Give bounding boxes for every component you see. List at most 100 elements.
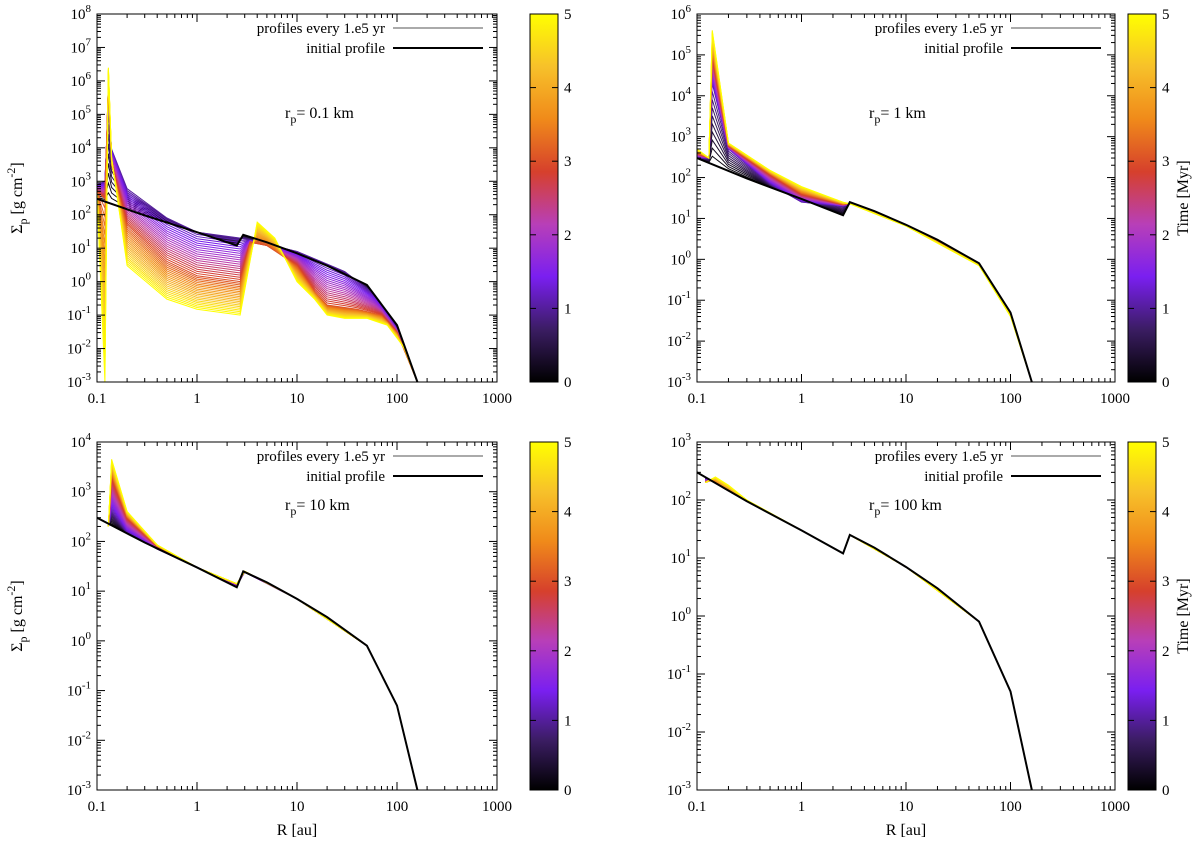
colorbar-tick-label: 3 bbox=[564, 154, 572, 170]
y-tick-exponent: 5 bbox=[86, 103, 92, 115]
panel-bottom-left: 0.1 1 10 100 100010-310-210-1100101102103104… bbox=[4, 431, 572, 839]
profile-line bbox=[697, 44, 1033, 382]
y-tick-label: 108 bbox=[71, 3, 92, 23]
y-tick-mantissa: 10 bbox=[71, 435, 86, 451]
y-label-close: ] bbox=[9, 580, 26, 585]
profile-line bbox=[697, 41, 1033, 382]
profile-line bbox=[107, 473, 418, 790]
legend-label: initial profile bbox=[306, 469, 385, 485]
profile-line bbox=[705, 480, 1033, 790]
y-tick-exponent: 3 bbox=[686, 126, 692, 138]
y-tick-mantissa: 10 bbox=[71, 534, 86, 550]
profile-line bbox=[107, 476, 418, 790]
y-tick-exponent: -3 bbox=[682, 779, 692, 791]
profile-line bbox=[97, 67, 418, 382]
y-tick-label: 10-3 bbox=[67, 779, 92, 799]
profile-line bbox=[705, 479, 1033, 790]
legend-label: profiles every 1.e5 yr bbox=[875, 21, 1003, 37]
y-tick-mantissa: 10 bbox=[67, 375, 82, 391]
profile-line bbox=[705, 478, 1033, 790]
profile-line bbox=[107, 465, 418, 790]
y-tick-mantissa: 10 bbox=[71, 141, 86, 157]
y-tick-mantissa: 10 bbox=[71, 584, 86, 600]
annotation-symbol: r bbox=[285, 105, 291, 122]
profile-line bbox=[697, 147, 1033, 382]
y-tick-mantissa: 10 bbox=[67, 733, 82, 749]
y-tick-label: 107 bbox=[71, 36, 92, 56]
profile-line bbox=[97, 153, 418, 382]
y-tick-label: 106 bbox=[671, 3, 692, 23]
y-tick-mantissa: 10 bbox=[671, 89, 686, 105]
x-tick-label: 1 bbox=[798, 391, 806, 407]
profile-line bbox=[697, 60, 1033, 382]
profile-line bbox=[697, 48, 1033, 382]
profile-line bbox=[107, 466, 418, 790]
profile-line bbox=[697, 67, 1033, 382]
y-label-subscript: p bbox=[16, 636, 30, 642]
y-tick-label: 10-2 bbox=[667, 721, 691, 741]
colorbar: 0 1 2 3 4 5 Time [Myr] bbox=[1127, 7, 1192, 391]
profile-line bbox=[705, 479, 1033, 790]
colorbar-bar bbox=[1127, 13, 1157, 383]
y-tick-exponent: 8 bbox=[86, 3, 92, 15]
profile-line bbox=[697, 30, 1033, 382]
profile-line bbox=[705, 479, 1033, 790]
profile-line bbox=[697, 64, 1033, 382]
profile-line bbox=[107, 508, 418, 790]
profile-line bbox=[705, 477, 1033, 790]
profile-line bbox=[697, 81, 1033, 382]
x-tick-label: 1 bbox=[798, 799, 806, 815]
profile-line bbox=[705, 477, 1033, 790]
y-label-unit: [g cm bbox=[9, 595, 26, 636]
y-tick-label: 10-3 bbox=[67, 371, 92, 391]
profile-line bbox=[107, 510, 418, 790]
x-tick-label: 100 bbox=[386, 799, 409, 815]
profile-line bbox=[705, 479, 1033, 790]
y-tick-exponent: 4 bbox=[86, 431, 92, 443]
y-tick-label: 10-1 bbox=[667, 289, 691, 309]
y-tick-exponent: -1 bbox=[682, 289, 691, 301]
y-tick-mantissa: 10 bbox=[667, 783, 682, 799]
profile-line bbox=[705, 479, 1033, 790]
profile-line bbox=[697, 59, 1033, 382]
profile-line bbox=[705, 476, 1033, 790]
colorbar-tick-label: 5 bbox=[1162, 7, 1170, 23]
colorbar-tick-label: 4 bbox=[564, 505, 572, 521]
profile-line bbox=[697, 71, 1033, 382]
x-tick-label: 1000 bbox=[482, 391, 512, 407]
radius-annotation: rp= 1 km bbox=[869, 105, 926, 126]
profile-line bbox=[697, 99, 1033, 382]
profile-line bbox=[107, 475, 418, 790]
profile-line bbox=[107, 480, 418, 790]
y-tick-exponent: -2 bbox=[682, 330, 691, 342]
plot-area bbox=[697, 471, 1033, 790]
panel-top-right: 0.1 1 10 100 100010-310-210-1100101102103104… bbox=[667, 3, 1192, 407]
y-tick-exponent: 2 bbox=[86, 204, 92, 216]
initial-profile-line bbox=[97, 197, 419, 382]
colorbar-tick-label: 1 bbox=[564, 713, 572, 729]
y-tick-mantissa: 10 bbox=[71, 275, 86, 291]
y-tick-mantissa: 10 bbox=[71, 40, 86, 56]
colorbar-tick-label: 0 bbox=[564, 375, 572, 391]
x-tick-label: 0.1 bbox=[88, 799, 107, 815]
annotation-subscript: p bbox=[874, 504, 880, 518]
legend-label: initial profile bbox=[924, 41, 1003, 57]
x-tick-label: 100 bbox=[999, 391, 1022, 407]
y-tick-label: 10-3 bbox=[667, 779, 692, 799]
y-tick-mantissa: 10 bbox=[71, 7, 86, 23]
colorbar-bar bbox=[529, 13, 559, 383]
x-tick-label: 100 bbox=[999, 799, 1022, 815]
profile-line bbox=[697, 43, 1033, 382]
profile-line bbox=[697, 66, 1033, 382]
y-tick-label: 102 bbox=[71, 204, 92, 224]
y-tick-label: 101 bbox=[71, 580, 92, 600]
colorbar-label: Time [Myr] bbox=[1175, 578, 1192, 653]
profile-line bbox=[705, 478, 1033, 790]
y-tick-label: 104 bbox=[671, 85, 692, 105]
y-tick-exponent: 0 bbox=[686, 605, 692, 617]
y-tick-mantissa: 10 bbox=[67, 783, 82, 799]
legend-label: initial profile bbox=[306, 41, 385, 57]
y-tick-mantissa: 10 bbox=[71, 485, 86, 501]
plot-frame bbox=[696, 13, 1116, 383]
